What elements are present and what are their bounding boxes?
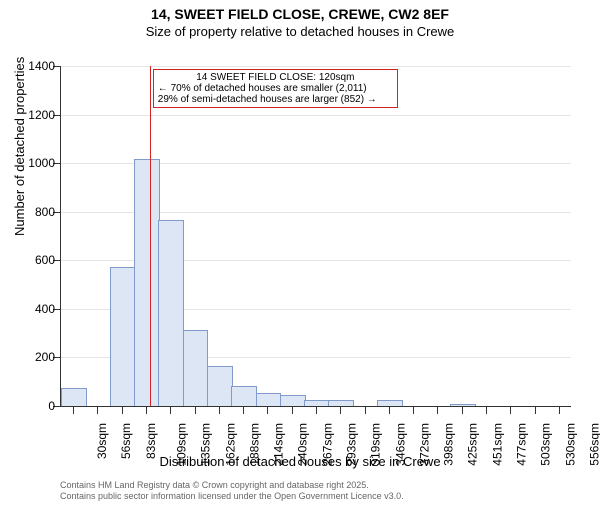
x-tick bbox=[413, 406, 414, 414]
x-tick bbox=[340, 406, 341, 414]
x-tick bbox=[243, 406, 244, 414]
y-tick-label: 1400 bbox=[28, 59, 55, 73]
histogram-bar bbox=[280, 395, 306, 406]
gridline bbox=[61, 115, 571, 116]
y-tick-label: 400 bbox=[35, 302, 55, 316]
annotation-line: ← 70% of detached houses are smaller (2,… bbox=[158, 83, 393, 94]
chart-subtitle: Size of property relative to detached ho… bbox=[0, 24, 600, 39]
x-tick bbox=[170, 406, 171, 414]
x-tick bbox=[510, 406, 511, 414]
x-tick bbox=[146, 406, 147, 414]
x-tick bbox=[267, 406, 268, 414]
attribution-footer: Contains HM Land Registry data © Crown c… bbox=[60, 480, 404, 502]
reference-line bbox=[150, 66, 151, 406]
y-tick-label: 600 bbox=[35, 253, 55, 267]
x-tick bbox=[316, 406, 317, 414]
annotation-line: 29% of semi-detached houses are larger (… bbox=[158, 94, 393, 105]
x-tick bbox=[462, 406, 463, 414]
gridline bbox=[61, 66, 571, 67]
y-tick-label: 1000 bbox=[28, 156, 55, 170]
x-tick bbox=[535, 406, 536, 414]
footer-line: Contains HM Land Registry data © Crown c… bbox=[60, 480, 404, 491]
chart-title: 14, SWEET FIELD CLOSE, CREWE, CW2 8EF bbox=[0, 6, 600, 22]
histogram-bar bbox=[231, 386, 257, 406]
chart-container: 14, SWEET FIELD CLOSE, CREWE, CW2 8EF Si… bbox=[0, 6, 600, 506]
histogram-bar bbox=[134, 159, 160, 407]
chart-area: 020040060080010001200140030sqm56sqm83sqm… bbox=[60, 66, 570, 406]
annotation-box: 14 SWEET FIELD CLOSE: 120sqm← 70% of det… bbox=[153, 69, 398, 108]
histogram-bar bbox=[183, 330, 209, 406]
x-tick bbox=[73, 406, 74, 414]
x-tick bbox=[292, 406, 293, 414]
x-tick bbox=[486, 406, 487, 414]
footer-line: Contains public sector information licen… bbox=[60, 491, 404, 502]
x-axis-label: Distribution of detached houses by size … bbox=[0, 454, 600, 469]
histogram-bar bbox=[110, 267, 136, 406]
histogram-bar bbox=[450, 404, 476, 406]
histogram-bar bbox=[61, 388, 87, 406]
x-tick bbox=[389, 406, 390, 414]
y-axis-label: Number of detached properties bbox=[12, 57, 27, 236]
x-tick bbox=[365, 406, 366, 414]
histogram-bar bbox=[377, 400, 403, 406]
annotation-line: 14 SWEET FIELD CLOSE: 120sqm bbox=[158, 72, 393, 83]
x-tick bbox=[559, 406, 560, 414]
x-tick bbox=[122, 406, 123, 414]
y-tick-label: 0 bbox=[48, 399, 55, 413]
x-tick bbox=[437, 406, 438, 414]
y-tick-label: 1200 bbox=[28, 108, 55, 122]
y-tick-label: 800 bbox=[35, 205, 55, 219]
x-tick bbox=[97, 406, 98, 414]
histogram-bar bbox=[158, 220, 184, 406]
y-tick-label: 200 bbox=[35, 350, 55, 364]
plot-region: 020040060080010001200140030sqm56sqm83sqm… bbox=[60, 66, 571, 407]
x-tick bbox=[219, 406, 220, 414]
x-tick bbox=[195, 406, 196, 414]
histogram-bar bbox=[207, 366, 233, 406]
histogram-bar bbox=[256, 393, 282, 406]
